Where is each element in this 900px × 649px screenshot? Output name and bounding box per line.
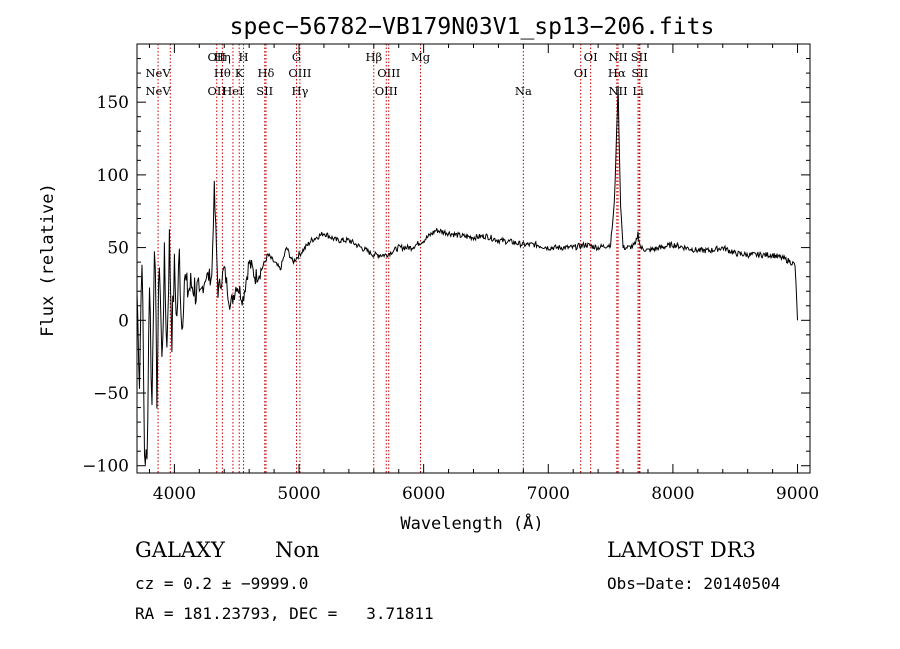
line-label-0: NeV — [145, 66, 171, 80]
line-label-23: Hα — [608, 66, 626, 80]
line-label-20: OI — [584, 50, 598, 64]
line-label-17: OIII — [375, 84, 398, 98]
y-axis: −100 −50 0 50 100 150 — [82, 58, 810, 477]
line-label-16: OIII — [377, 66, 400, 80]
line-label-12: G — [292, 50, 301, 64]
line-label-21: OI — [574, 66, 588, 80]
line-label-10: Hδ — [258, 66, 275, 80]
line-label-8: H — [239, 50, 249, 64]
line-label-25: SII — [631, 50, 648, 64]
redshift-readout: cz = 0.2 ± −9999.0 — [135, 574, 309, 593]
x-tick-label: 7000 — [527, 484, 570, 504]
x-tick-label: 5000 — [277, 484, 320, 504]
y-tick-label: −50 — [93, 384, 129, 404]
x-axis-label: Wavelength (Å) — [400, 512, 543, 534]
x-tick-label: 6000 — [402, 484, 445, 504]
line-label-19: Na — [515, 84, 532, 98]
line-label-9: K — [235, 66, 244, 80]
line-label-4: OII — [208, 84, 227, 98]
y-tick-label: 150 — [97, 93, 129, 113]
x-tick-label: 8000 — [651, 484, 694, 504]
survey-name: LAMOST DR3 — [607, 538, 756, 562]
line-label-11: SII — [256, 84, 273, 98]
plot-frame — [136, 43, 811, 474]
y-tick-label: 50 — [107, 239, 129, 259]
spectrum-series-line — [136, 85, 798, 465]
x-axis: 4000 5000 6000 7000 8000 9000 — [148, 44, 819, 504]
y-tick-label: −100 — [82, 457, 129, 477]
x-tick-label: 9000 — [776, 484, 819, 504]
line-label-15: Hβ — [365, 50, 382, 64]
y-axis-label: Flux (relative) — [38, 183, 58, 337]
object-class: GALAXY — [135, 538, 225, 562]
line-label-7: HeI — [222, 84, 243, 98]
object-subclass: Non — [275, 538, 320, 562]
coordinates-readout: RA = 181.23793, DEC = 3.71811 — [135, 604, 434, 623]
line-label-22: NII — [608, 50, 627, 64]
x-tick-label: 4000 — [153, 484, 196, 504]
line-label-18: Mg — [411, 50, 431, 64]
observation-date: Obs−Date: 20140504 — [607, 574, 781, 593]
line-label-5: Hη — [214, 50, 231, 64]
chart-title: spec−56782−VB179N03V1_sp13−206.fits — [230, 14, 715, 40]
line-label-1: NeV — [145, 84, 171, 98]
emission-line-markers — [157, 44, 641, 473]
y-tick-label: 0 — [118, 311, 129, 331]
line-label-3: OII — [208, 50, 227, 64]
line-label-14: Hγ — [291, 84, 308, 98]
line-label-26: SII — [631, 66, 648, 80]
line-label-6: Hθ — [214, 66, 231, 80]
line-label-27: Li — [632, 84, 644, 98]
y-tick-label: 100 — [97, 166, 129, 186]
line-label-13: OIII — [288, 66, 311, 80]
